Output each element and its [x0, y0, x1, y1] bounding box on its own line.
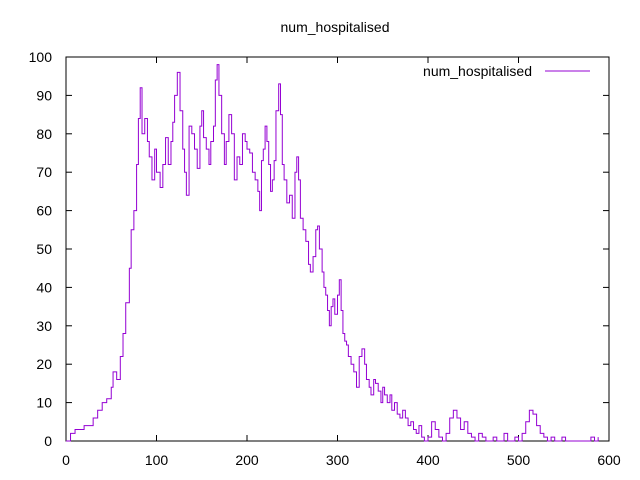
y-tick-label: 60 — [36, 203, 52, 219]
y-axis: 0 10 20 30 40 50 60 70 80 90 100 — [29, 49, 609, 449]
y-tick-label: 80 — [36, 126, 52, 142]
y-tick-label: 100 — [29, 49, 53, 65]
y-tick-label: 90 — [36, 87, 52, 103]
x-tick-label: 400 — [416, 452, 440, 468]
y-tick-label: 40 — [36, 279, 52, 295]
y-tick-label: 10 — [36, 395, 52, 411]
x-tick-label: 100 — [145, 452, 169, 468]
x-tick-label: 300 — [326, 452, 350, 468]
x-tick-label: 200 — [235, 452, 259, 468]
plot-frame — [65, 56, 610, 442]
x-axis: 0 100 200 300 400 500 600 — [62, 57, 621, 468]
y-tick-label: 30 — [36, 318, 52, 334]
chart-title: num_hospitalised — [281, 19, 390, 35]
series-layer — [66, 64, 599, 442]
legend: num_hospitalised — [423, 63, 590, 79]
y-tick-label: 50 — [36, 241, 52, 257]
y-tick-label: 0 — [44, 433, 52, 449]
y-tick-label: 70 — [36, 164, 52, 180]
legend-label: num_hospitalised — [423, 63, 532, 79]
series-line — [66, 64, 599, 442]
x-tick-label: 500 — [507, 452, 531, 468]
y-tick-label: 20 — [36, 356, 52, 372]
x-tick-label: 0 — [62, 452, 70, 468]
x-tick-label: 600 — [597, 452, 621, 468]
